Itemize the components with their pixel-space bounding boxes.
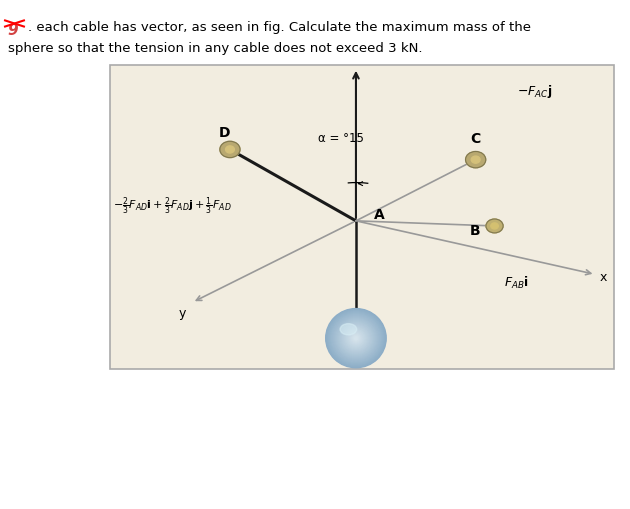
Circle shape [220,142,240,158]
Text: $-\frac{2}{3}F_{AD}\mathbf{i}+\frac{2}{3}F_{AD}\mathbf{j}+\frac{1}{3}F_{AD}$: $-\frac{2}{3}F_{AD}\mathbf{i}+\frac{2}{3… [113,195,232,217]
Ellipse shape [326,309,386,368]
Text: x: x [600,270,607,284]
Ellipse shape [348,331,364,346]
Ellipse shape [328,311,384,366]
Ellipse shape [354,336,358,341]
Ellipse shape [341,324,371,353]
Circle shape [226,147,234,154]
Bar [110,66,614,369]
Text: $-F_{AC}\mathbf{j}$: $-F_{AC}\mathbf{j}$ [517,83,552,100]
Text: α = °15: α = °15 [318,132,364,145]
Text: sphere so that the tension in any cable does not exceed 3 kN.: sphere so that the tension in any cable … [8,42,422,54]
Circle shape [466,152,486,168]
Ellipse shape [349,331,363,346]
Ellipse shape [337,320,375,357]
Ellipse shape [343,326,369,351]
Text: B: B [469,223,480,237]
Ellipse shape [342,325,370,352]
Ellipse shape [336,319,376,358]
Ellipse shape [335,318,377,359]
Ellipse shape [351,333,361,344]
Ellipse shape [346,329,366,348]
Text: D: D [219,126,231,140]
Ellipse shape [353,335,359,342]
Ellipse shape [329,313,382,364]
Ellipse shape [355,337,357,340]
Ellipse shape [350,332,362,345]
Ellipse shape [334,317,378,360]
Ellipse shape [347,330,365,347]
Ellipse shape [333,316,379,361]
Ellipse shape [339,322,373,355]
Ellipse shape [332,315,380,362]
Text: 9: 9 [8,23,18,38]
Ellipse shape [327,310,385,367]
Text: . each cable has vector, as seen in fig. Calculate the maximum mass of the: . each cable has vector, as seen in fig.… [28,21,531,34]
Text: y: y [179,306,186,319]
Ellipse shape [338,321,374,356]
Ellipse shape [344,327,368,350]
Ellipse shape [352,334,360,343]
Ellipse shape [345,328,367,349]
Circle shape [471,157,480,164]
Ellipse shape [340,324,357,335]
Text: A: A [374,208,384,222]
Ellipse shape [331,314,381,363]
Ellipse shape [329,312,383,365]
Text: C: C [471,132,481,146]
Circle shape [486,219,503,234]
Circle shape [491,223,498,230]
Text: $F_{AB}\mathbf{i}$: $F_{AB}\mathbf{i}$ [504,274,529,291]
Ellipse shape [340,323,372,354]
